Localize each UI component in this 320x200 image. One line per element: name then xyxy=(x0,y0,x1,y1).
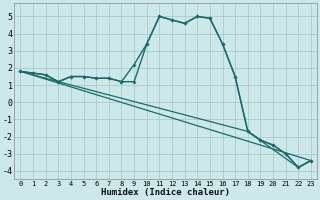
X-axis label: Humidex (Indice chaleur): Humidex (Indice chaleur) xyxy=(101,188,230,197)
